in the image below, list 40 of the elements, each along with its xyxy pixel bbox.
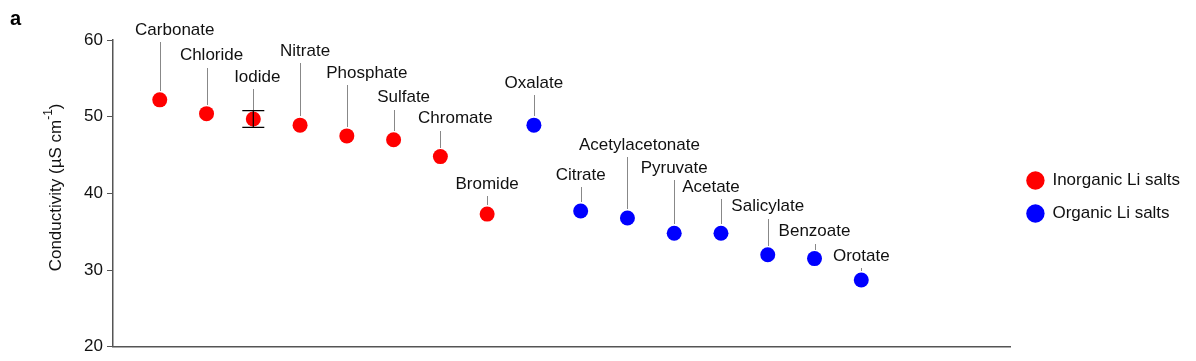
x-tick-label: Chromate <box>418 108 493 128</box>
point <box>292 117 308 133</box>
x-tick-label: Iodide <box>234 66 281 86</box>
y-tick-label: 60 <box>84 29 103 49</box>
y-tick-label: 50 <box>84 106 103 126</box>
x-tick-label: Oxalate <box>504 72 564 92</box>
x-tick-label: Acetate <box>682 176 740 196</box>
point <box>807 251 823 267</box>
point <box>199 106 215 122</box>
x-tick-label: Pyruvate <box>640 157 708 177</box>
y-tick-label: 40 <box>84 183 103 203</box>
x-tick-label: Orotate <box>832 245 890 265</box>
x-tick-label: Nitrate <box>280 40 331 60</box>
point <box>573 203 589 219</box>
x-tick-label: Bromide <box>455 173 519 193</box>
point <box>152 92 168 108</box>
point <box>760 247 776 263</box>
y-tick-label: 20 <box>84 336 103 356</box>
point <box>666 225 682 241</box>
text: a <box>10 6 22 29</box>
legend-label: Inorganic Li salts <box>1052 170 1181 190</box>
x-tick-label: Chloride <box>179 45 244 65</box>
x-tick-label: Salicylate <box>731 196 805 216</box>
point <box>479 206 495 222</box>
point <box>386 132 402 148</box>
x-tick-label: Benzoate <box>778 221 851 241</box>
y-tick-label: 30 <box>84 259 103 279</box>
point <box>526 117 542 133</box>
x-tick-label: Phosphate <box>326 62 408 82</box>
point <box>432 149 448 165</box>
point <box>853 272 869 288</box>
x-tick-label: Sulfate <box>377 87 431 107</box>
y-axis-title: Conductivity (µS cm-1) <box>41 103 65 272</box>
point <box>619 210 635 226</box>
point <box>713 225 729 241</box>
x-tick-label: Acetylacetonate <box>578 134 700 154</box>
point <box>339 128 355 144</box>
legend-label: Organic Li salts <box>1052 203 1170 223</box>
x-tick-label: Citrate <box>555 164 606 184</box>
x-tick-label: Carbonate <box>135 19 215 39</box>
